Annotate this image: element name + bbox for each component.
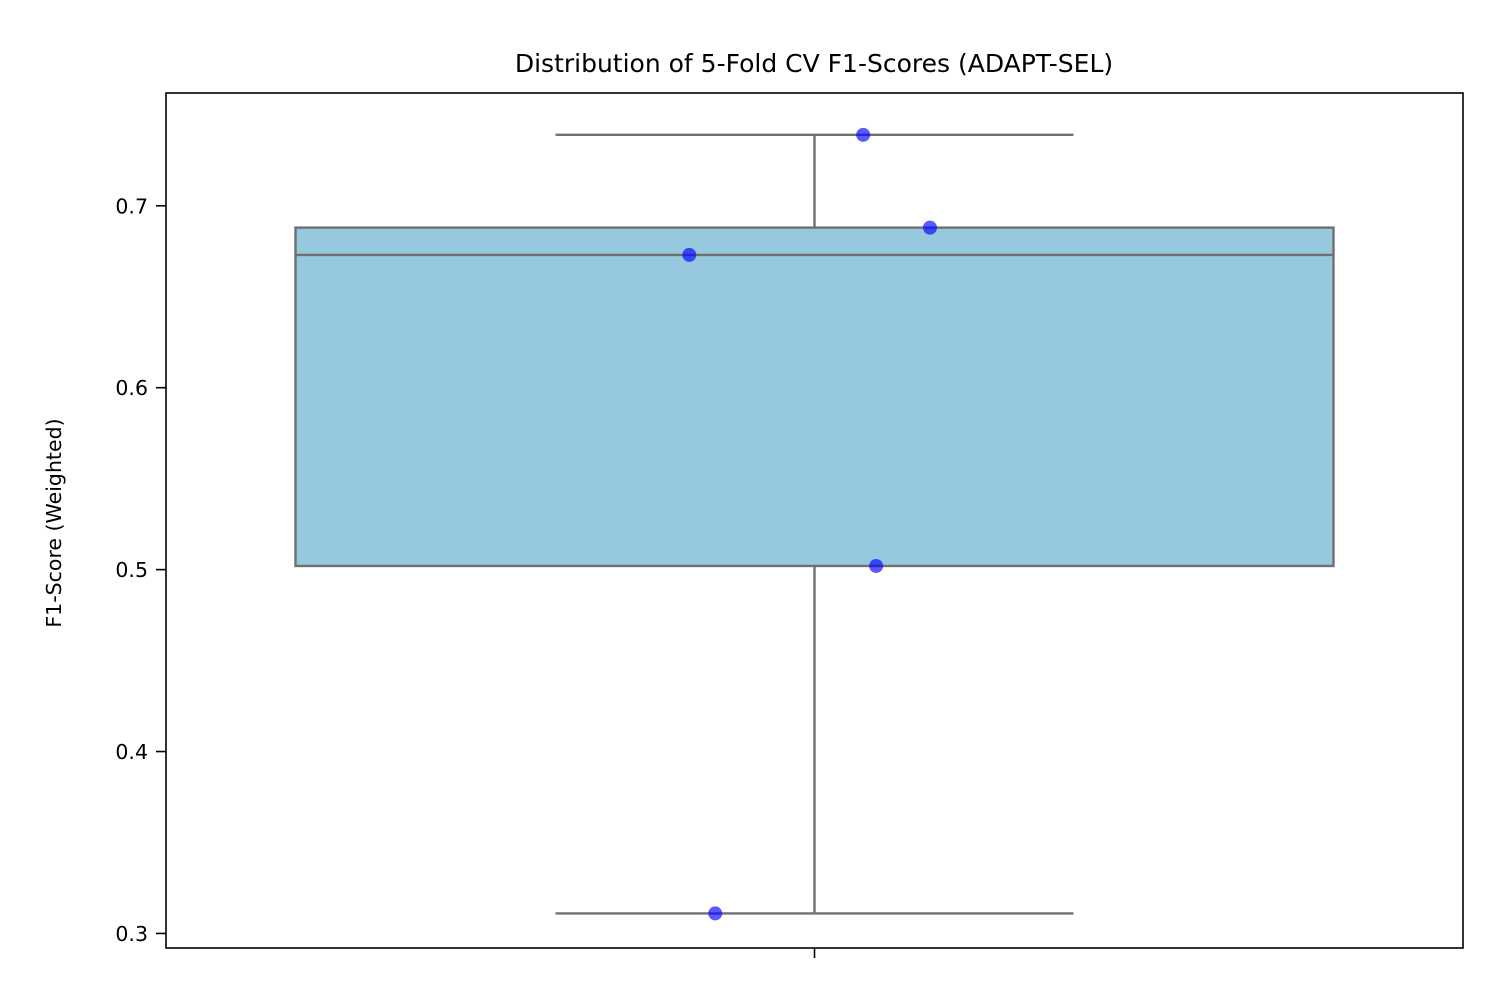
- plot-area: [294, 127, 1335, 921]
- iqr-box: [294, 226, 1335, 568]
- y-axis-label: F1-Score (Weighted): [42, 418, 66, 627]
- chart-title: Distribution of 5-Fold CV F1-Scores (ADA…: [515, 49, 1113, 78]
- data-point: [708, 906, 723, 921]
- data-point: [869, 558, 884, 573]
- y-tick-label: 0.5: [115, 558, 148, 582]
- y-axis: 0.3 0.4 0.5 0.6 0.7: [115, 194, 166, 946]
- y-tick-label: 0.3: [115, 922, 148, 946]
- data-point: [682, 247, 697, 262]
- y-tick-label: 0.4: [115, 740, 148, 764]
- data-point: [856, 127, 871, 142]
- y-tick-label: 0.6: [115, 376, 148, 400]
- data-point: [922, 220, 937, 235]
- y-tick-label: 0.7: [115, 194, 148, 218]
